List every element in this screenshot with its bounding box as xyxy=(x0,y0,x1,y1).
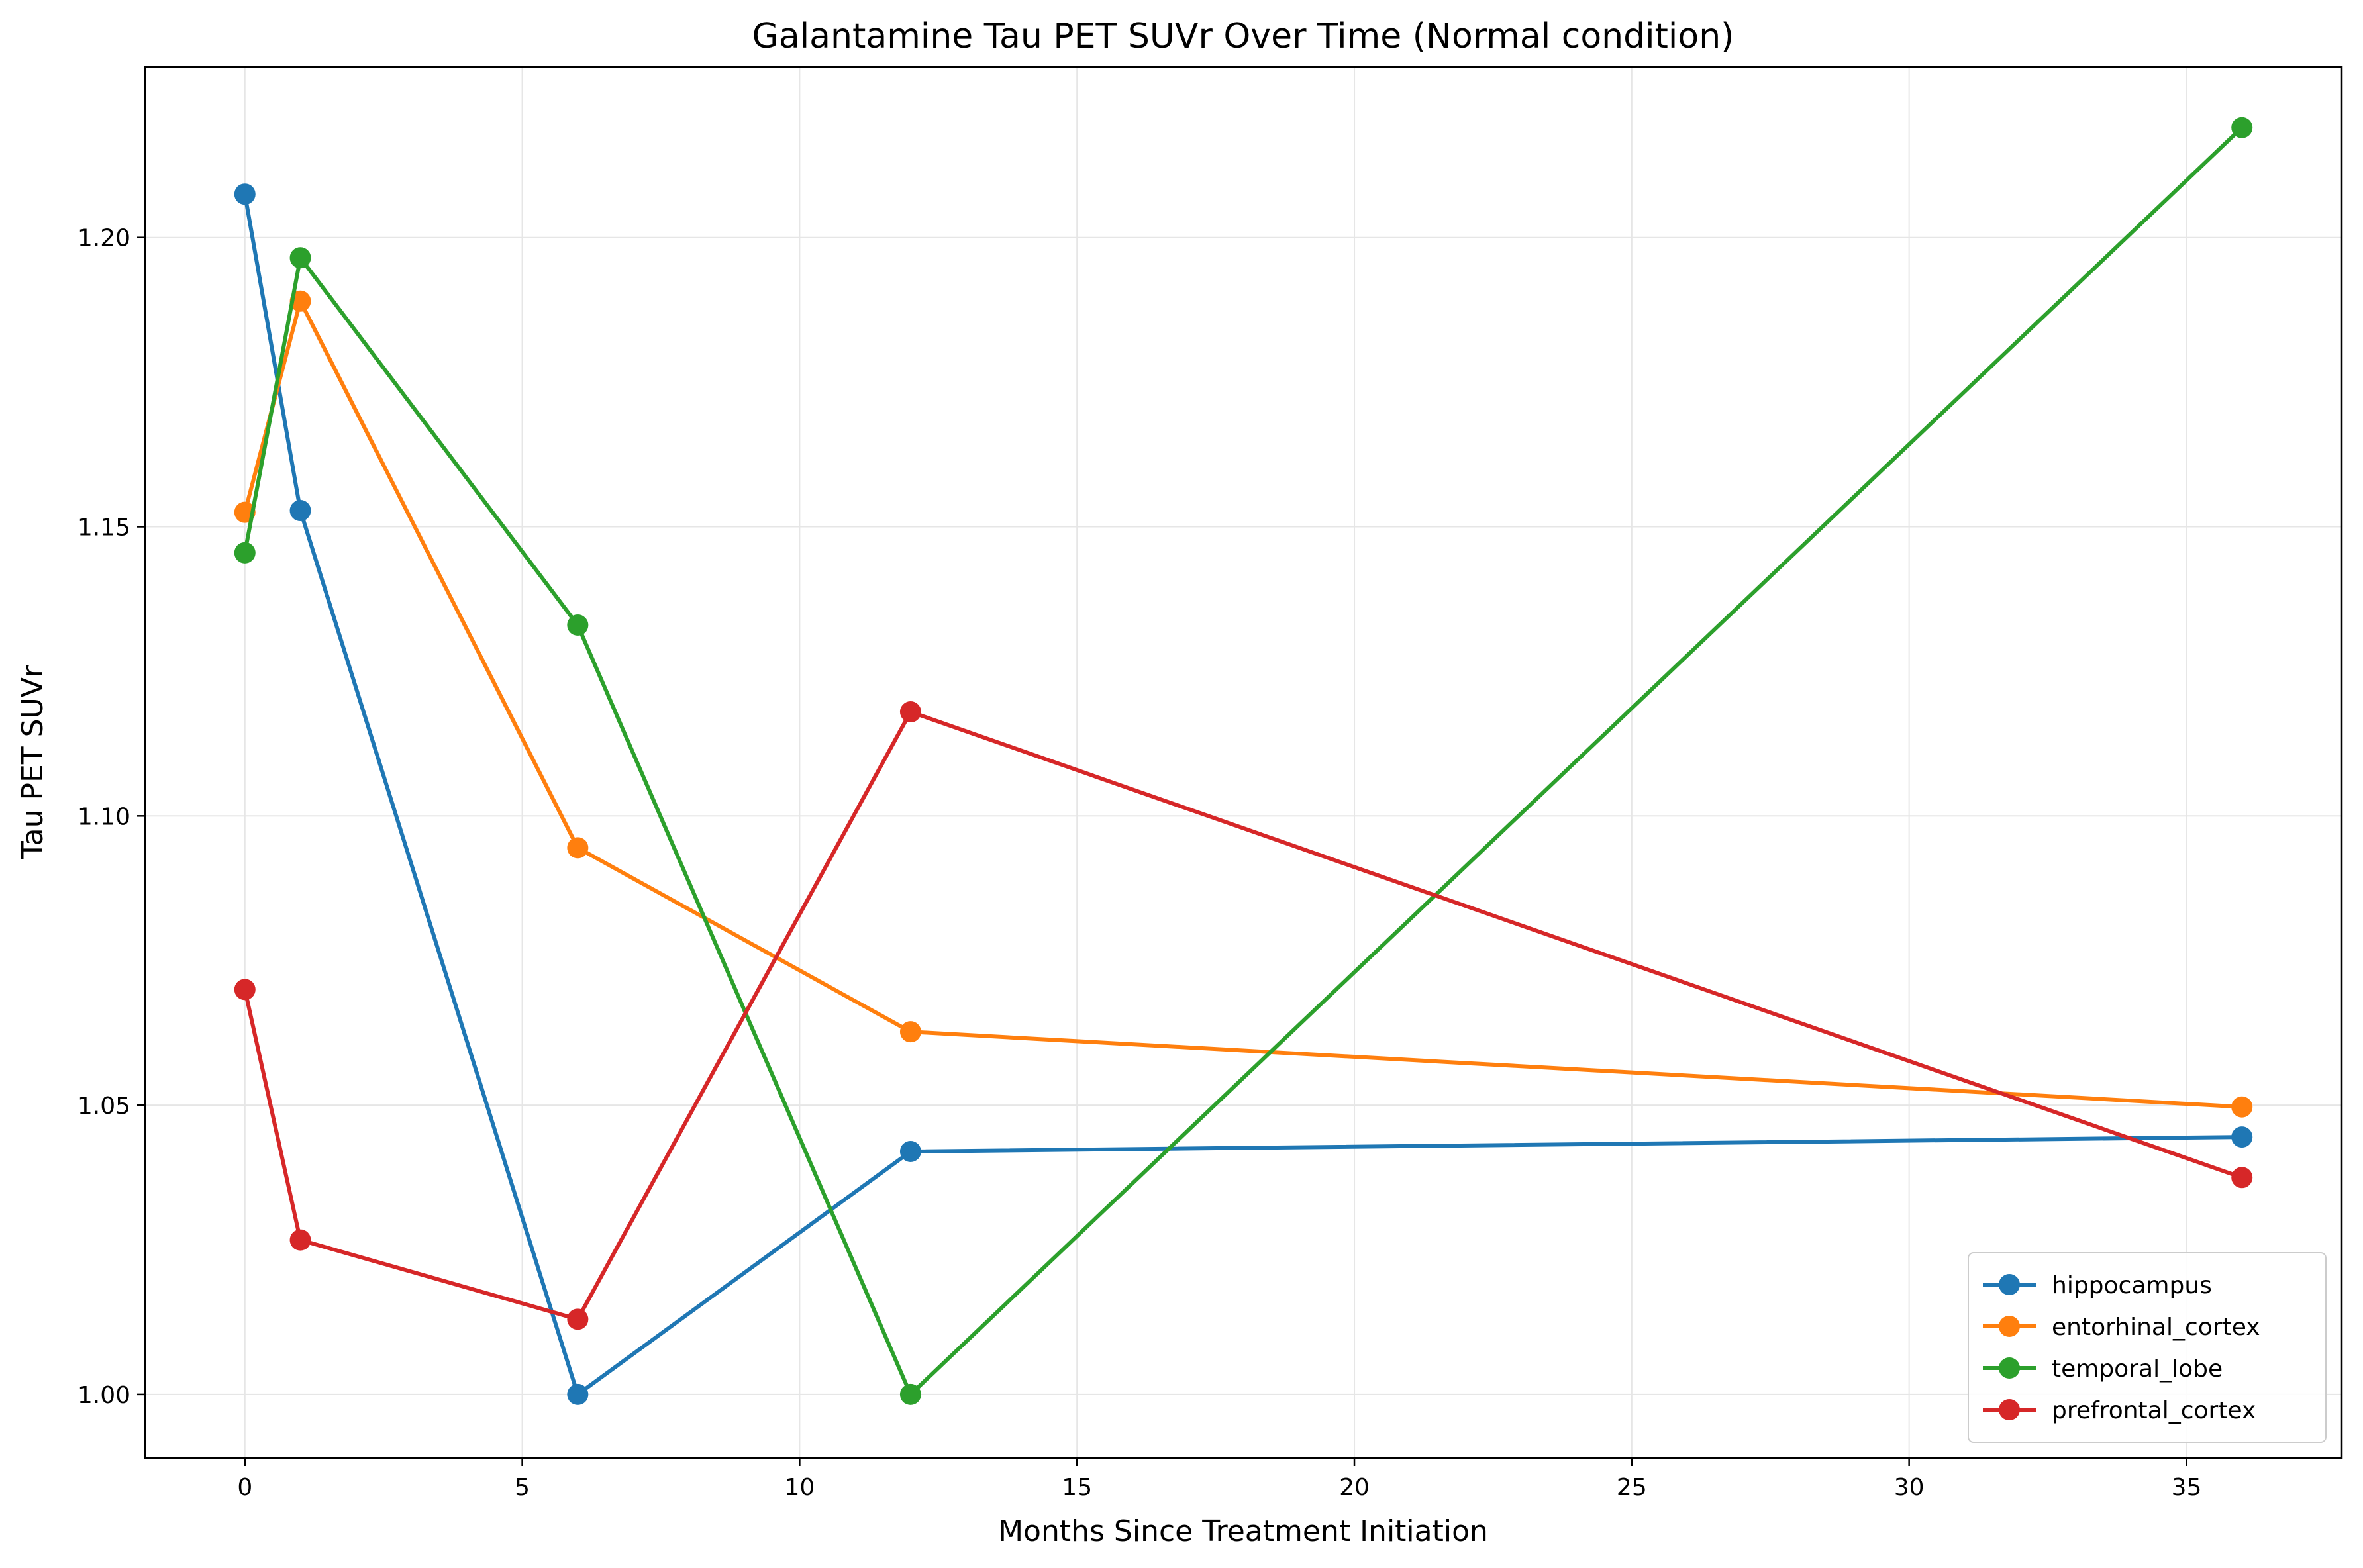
series-hippocampus xyxy=(234,183,2253,1405)
legend-label: hippocampus xyxy=(2052,1272,2212,1299)
x-tick-label: 30 xyxy=(1894,1474,1925,1501)
y-tick-label: 1.20 xyxy=(77,225,130,252)
legend-label: entorhinal_cortex xyxy=(2052,1314,2260,1341)
y-axis-label: Tau PET SUVr xyxy=(16,665,50,859)
data-point xyxy=(899,1383,921,1405)
legend-item: temporal_lobe xyxy=(1983,1355,2223,1383)
series-line xyxy=(242,299,2242,1109)
x-tick-label: 20 xyxy=(1339,1474,1370,1501)
x-tick-label: 0 xyxy=(237,1474,252,1501)
legend-item: entorhinal_cortex xyxy=(1983,1314,2260,1341)
series-layer xyxy=(234,117,2253,1405)
x-tick-label: 5 xyxy=(515,1474,530,1501)
data-point xyxy=(2231,1096,2253,1118)
legend-marker xyxy=(1999,1316,2020,1337)
series-line xyxy=(242,193,2242,1396)
y-tick-label: 1.05 xyxy=(77,1093,130,1120)
data-point xyxy=(234,542,256,564)
series-entorhinal_cortex xyxy=(234,290,2253,1118)
legend-label: prefrontal_cortex xyxy=(2052,1397,2256,1424)
data-point xyxy=(2231,1167,2253,1189)
legend-marker xyxy=(1999,1399,2020,1420)
legend-item: hippocampus xyxy=(1983,1272,2212,1299)
tick-layer: 0 5 10 15 20 25 30 35 1.00 1.05 1.10 1.15 1.20 xyxy=(77,225,2202,1501)
data-point xyxy=(2231,117,2253,138)
legend-marker xyxy=(1999,1357,2020,1379)
data-point xyxy=(567,614,589,636)
data-point xyxy=(567,1383,589,1405)
series-line xyxy=(242,710,2243,1322)
data-point xyxy=(899,701,921,723)
data-point xyxy=(289,247,311,269)
data-point xyxy=(289,500,311,522)
plot-frame xyxy=(144,66,2343,1459)
x-axis-label: Months Since Treatment Initiation xyxy=(998,1514,1488,1548)
x-tick-label: 25 xyxy=(1617,1474,1647,1501)
y-tick-label: 1.10 xyxy=(77,803,130,830)
data-point xyxy=(899,1140,921,1162)
legend-box xyxy=(1968,1252,2327,1443)
series-temporal_lobe xyxy=(234,117,2253,1405)
grid-layer xyxy=(145,67,2342,1458)
data-point xyxy=(567,1308,589,1330)
series-line xyxy=(242,126,2244,1396)
x-tick-label: 15 xyxy=(1062,1474,1092,1501)
data-point xyxy=(234,183,256,205)
chart-title: Galantamine Tau PET SUVr Over Time (Norm… xyxy=(752,17,1735,56)
data-point xyxy=(899,1021,921,1043)
data-point xyxy=(289,1229,311,1251)
x-tick-label: 10 xyxy=(784,1474,815,1501)
x-tick-label: 35 xyxy=(2172,1474,2202,1501)
data-point xyxy=(2231,1126,2253,1148)
y-tick-label: 1.15 xyxy=(77,514,130,542)
y-tick-label: 1.00 xyxy=(77,1382,130,1409)
data-point xyxy=(567,837,589,859)
series-prefrontal_cortex xyxy=(234,701,2253,1330)
legend-marker xyxy=(1999,1274,2020,1295)
legend: hippocampus entorhinal_cortex temporal_lob… xyxy=(1968,1252,2327,1443)
data-point xyxy=(234,979,256,1001)
legend-label: temporal_lobe xyxy=(2052,1355,2223,1383)
legend-item: prefrontal_cortex xyxy=(1983,1397,2256,1424)
